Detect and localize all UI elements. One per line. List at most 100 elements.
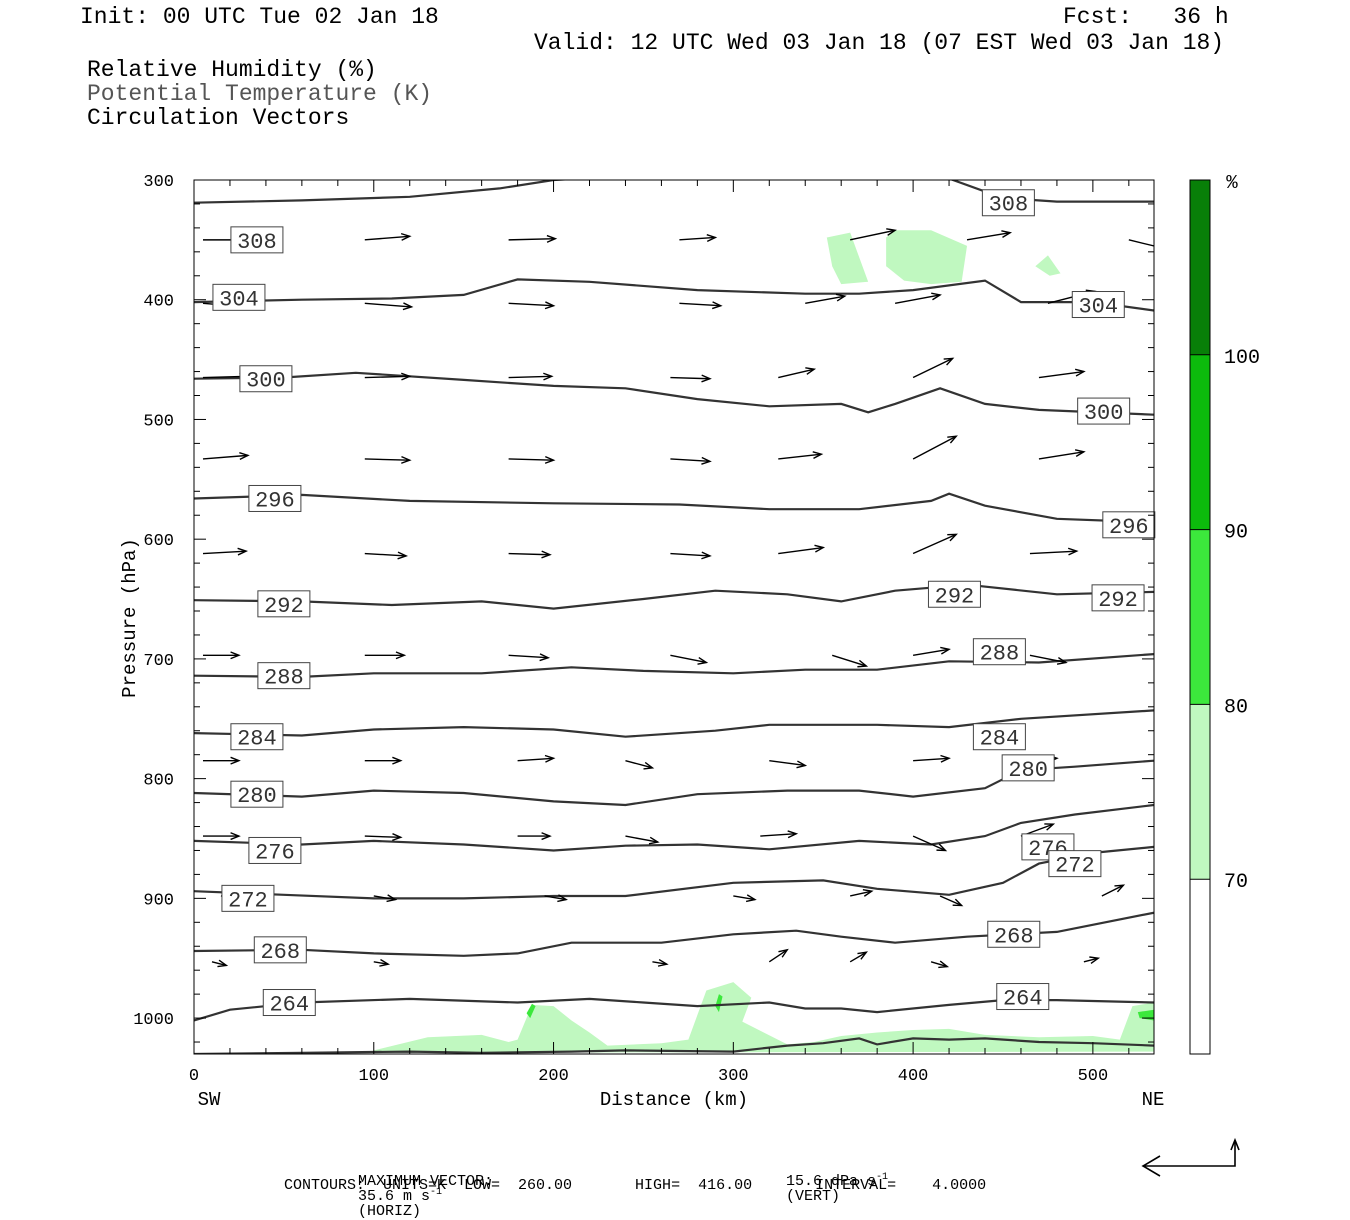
vector-head [697, 656, 709, 665]
vector-shaft [625, 759, 653, 769]
isentrope-label: 268 [994, 924, 1034, 949]
isentrope-label: 280 [237, 784, 277, 809]
vector-arrow [625, 835, 660, 845]
vector-head [386, 894, 398, 903]
isentrope-label: 292 [1098, 588, 1138, 613]
vector-head [701, 551, 712, 560]
x-tick-label: 300 [718, 1067, 749, 1086]
isentrope-label-box [1091, 584, 1145, 612]
isentrope-label: 272 [228, 888, 268, 913]
colorbar-label: 70 [1224, 871, 1248, 894]
isentrope-label: 264 [269, 993, 309, 1018]
vector-shaft [202, 550, 247, 555]
vector-arrow [850, 889, 874, 897]
isentrope-label: 304 [1078, 295, 1118, 320]
isentrope-label: 292 [264, 594, 304, 619]
vector-arrow [679, 301, 723, 310]
vector-shaft [912, 435, 957, 460]
isentrope-label: 272 [1055, 854, 1095, 879]
vector-head [217, 959, 229, 968]
vector-head [397, 551, 409, 560]
vector-head [1056, 656, 1068, 665]
colorbar-bin [1190, 180, 1210, 355]
rh-region-70 [886, 230, 968, 285]
isentrope-label: 280 [1008, 758, 1048, 783]
vector-arrow [508, 653, 551, 662]
vector-shaft [670, 458, 710, 463]
vector-arrow [517, 832, 552, 841]
vector-arrow [778, 544, 826, 555]
vector-shaft [373, 895, 396, 901]
init-time: Init: 00 UTC Tue 02 Jan 18 [80, 4, 439, 30]
vector-head [835, 293, 847, 302]
vector-arrow [364, 756, 403, 765]
isentrope-label-box [230, 780, 284, 808]
vector-head [237, 547, 249, 556]
isentrope-label-box [996, 983, 1050, 1011]
isentrope-label: 284 [980, 727, 1020, 752]
vector-head [546, 234, 558, 243]
vector-head [947, 533, 958, 542]
vector-arrow [894, 292, 942, 305]
vector-head [402, 302, 414, 311]
isentrope-272 [194, 845, 1154, 900]
vector-head [943, 357, 955, 366]
rh-region-80 [526, 1003, 536, 1019]
vector-head [886, 228, 897, 236]
vector-arrow [202, 452, 250, 460]
isentrope-304 [194, 278, 1154, 312]
field-theta-title: Potential Temperature (K) [87, 81, 433, 107]
vector-arrow [364, 833, 403, 842]
isentrope-label: 284 [237, 727, 277, 752]
isentrope-276 [194, 803, 1154, 852]
vector-shaft [850, 229, 896, 241]
vector-arrow [760, 830, 799, 839]
plot-frame [193, 179, 1155, 1055]
isentrope-label: 288 [264, 666, 304, 691]
vector-head [940, 754, 951, 763]
endpoint-sw: SW [198, 1089, 221, 1111]
vector-arrow [211, 959, 229, 968]
isentrope-label-box [972, 723, 1026, 751]
vector-arrow [544, 894, 568, 903]
vector-shaft [912, 533, 957, 555]
vector-arrow [939, 895, 964, 907]
isentrope-label-box [927, 580, 981, 608]
isentrope-label: 296 [255, 488, 295, 513]
vector-arrow [1083, 956, 1101, 965]
rh-region-80 [715, 994, 723, 1013]
vector-head [379, 958, 391, 967]
vector-head [1074, 368, 1086, 377]
isentrope-label: 300 [246, 369, 286, 394]
isentrope-300 [194, 371, 1154, 416]
vector-shaft [966, 231, 1011, 241]
axis-ticks: 300 400 500 600 700 800 900 1000 0 100 200 300 400 50… [133, 173, 1154, 1086]
colorbar-unit: % [1226, 172, 1238, 194]
colorbar-label: 90 [1224, 522, 1248, 545]
isentrope-label-box [257, 590, 311, 618]
vector-shaft [805, 295, 845, 305]
vector-shaft [1083, 957, 1099, 963]
isentrope-label-box [230, 723, 284, 751]
vector-shaft [930, 961, 948, 968]
vector-shaft [508, 302, 554, 307]
isentrope-label-box [212, 283, 266, 311]
isentrope-284 [194, 709, 1154, 738]
isentrope-292 [194, 583, 1154, 610]
colorbar: 100 90 80 70 [1189, 179, 1260, 1055]
vector-head [657, 958, 669, 967]
x-tick-label: 0 [189, 1067, 199, 1086]
vector-arrow [912, 835, 948, 852]
vector-head [857, 659, 869, 668]
vector-head [805, 367, 817, 375]
isentrope-label: 308 [237, 230, 277, 255]
y-axis-label: Pressure (hPa) [119, 538, 141, 698]
vector-shaft [508, 458, 554, 461]
vector-shaft [652, 961, 667, 965]
isentrope-label-box [221, 884, 275, 912]
vector-arrow [849, 951, 868, 963]
vector-arrow [733, 894, 757, 903]
isentrope-labels: 308 308 304 304 300 300 296 296 292 292 292 288 288 2… [212, 189, 1156, 1018]
vector-head [745, 894, 757, 903]
